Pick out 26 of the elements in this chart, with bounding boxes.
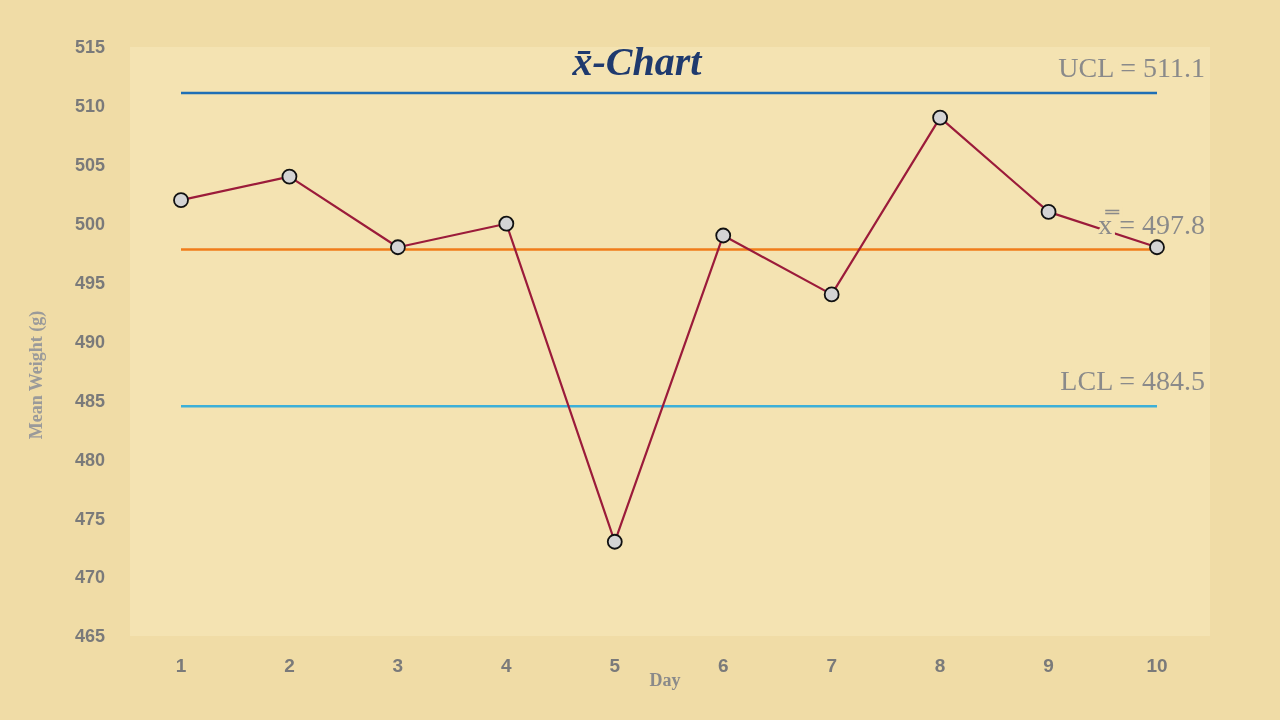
- y-tick-label: 465: [74, 626, 105, 647]
- y-tick-label: 480: [74, 449, 105, 470]
- x-tick-label: 4: [501, 655, 513, 676]
- y-tick-label: 475: [74, 508, 105, 529]
- x-axis-title: Day: [649, 670, 681, 690]
- x-tick-label: 8: [934, 655, 946, 676]
- chart-title: x̄-Chart: [571, 39, 704, 84]
- ref-line-label: LCL = 484.5: [1060, 365, 1205, 397]
- x-tick-label: 9: [1043, 655, 1054, 676]
- x-tick-label: 1: [175, 655, 187, 676]
- y-tick-label: 510: [74, 96, 105, 117]
- y-tick-label: 470: [74, 567, 105, 588]
- y-axis-title: Mean Weight (g): [26, 310, 47, 440]
- ref-line-label: UCL = 511.1: [1058, 51, 1205, 83]
- y-tick-label: 495: [74, 272, 105, 293]
- y-tick-label: 490: [74, 331, 105, 352]
- y-tick-label: 515: [74, 37, 105, 58]
- x-tick-label: 2: [284, 655, 295, 676]
- y-tick-label: 500: [74, 214, 105, 234]
- x-tick-label: 7: [826, 655, 837, 676]
- x-tick-label: 6: [717, 655, 729, 676]
- y-tick-label: 505: [74, 155, 105, 176]
- x-tick-label: 10: [1146, 655, 1168, 676]
- x-tick-label: 5: [609, 655, 621, 676]
- y-tick-label: 485: [74, 390, 105, 411]
- x-tick-label: 3: [392, 655, 404, 676]
